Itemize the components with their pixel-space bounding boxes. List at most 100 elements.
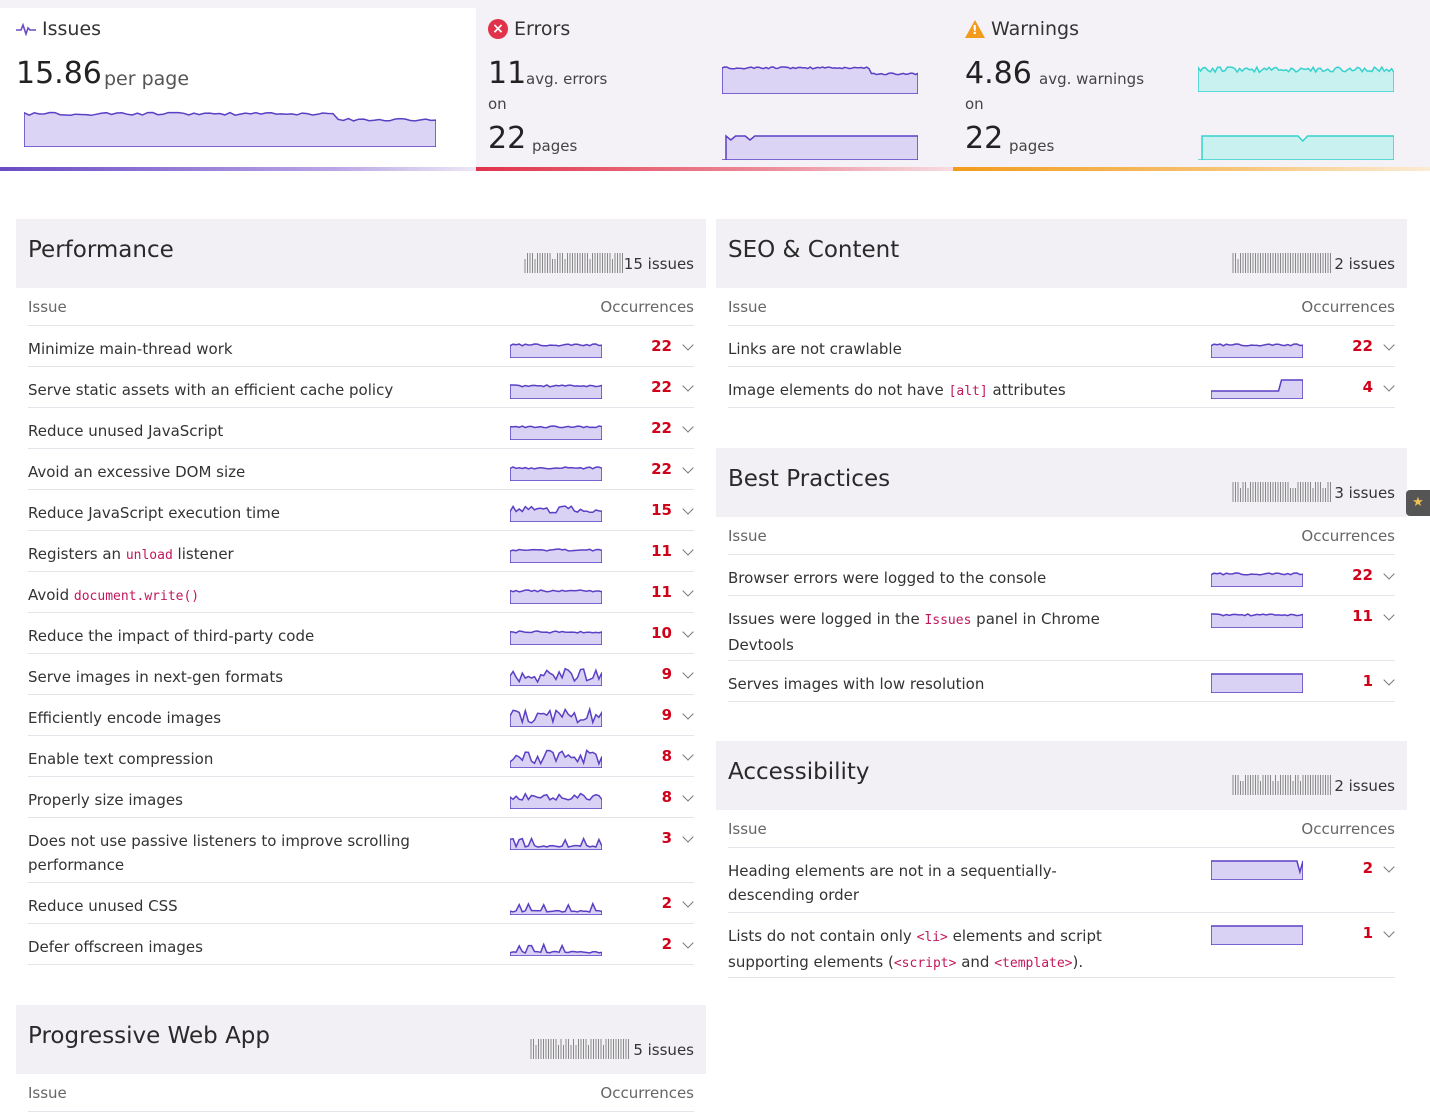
trend-sparkline	[510, 749, 602, 768]
issue-count: 2 issues	[1334, 255, 1395, 273]
chevron-down-icon[interactable]	[1383, 861, 1395, 873]
trend-sparkline	[510, 343, 602, 358]
issue-row[interactable]: Reduce unused JavaScript 22	[28, 408, 694, 449]
chevron-down-icon[interactable]	[1383, 380, 1395, 392]
occurrence-count: 2	[1362, 859, 1373, 877]
issue-row[interactable]: Reduce JavaScript execution time 15	[28, 490, 694, 531]
warnings-title: Warnings	[991, 18, 1080, 40]
col-issue: Issue	[728, 298, 767, 316]
col-occurrences: Occurrences	[1301, 527, 1395, 545]
warnings-avg-value: 4.86	[965, 56, 1032, 91]
warnings-avg-sparkline	[1198, 65, 1394, 92]
warnings-card[interactable]: ! Warnings 4.86 avg. warnings on 22 page…	[953, 8, 1430, 171]
chevron-down-icon[interactable]	[682, 339, 694, 351]
trend-sparkline	[510, 425, 602, 440]
chevron-down-icon[interactable]	[682, 790, 694, 802]
occurrence-count: 2	[661, 894, 672, 912]
chevron-down-icon[interactable]	[682, 831, 694, 843]
issue-label: Efficiently encode images	[28, 709, 222, 727]
issue-row[interactable]: Heading elements are not in a sequential…	[728, 848, 1395, 913]
trend-sparkline	[1211, 572, 1303, 587]
issue-row[interactable]: Avoid document.write() 11	[28, 572, 694, 613]
issue-row[interactable]: Image elements do not have [alt] attribu…	[728, 367, 1395, 408]
chevron-down-icon[interactable]	[682, 896, 694, 908]
issue-row[interactable]: Properly size images 8	[28, 777, 694, 818]
occurrence-count: 3	[661, 829, 672, 847]
issue-row[interactable]: Registers an unload listener 11	[28, 531, 694, 572]
issue-label: Reduce unused CSS	[28, 897, 178, 915]
occurrence-count: 11	[651, 542, 672, 560]
trend-sparkline	[510, 384, 602, 399]
issue-count: 2 issues	[1334, 777, 1395, 795]
trend-sparkline	[1211, 613, 1303, 628]
chevron-down-icon[interactable]	[682, 667, 694, 679]
occurrence-count: 22	[651, 419, 672, 437]
trend-sparkline	[510, 942, 602, 956]
issue-label: Links are not crawlable	[728, 340, 902, 358]
issue-row[interactable]: Reduce the impact of third-party code 10	[28, 613, 694, 654]
chevron-down-icon[interactable]	[1383, 674, 1395, 686]
chevron-down-icon[interactable]	[682, 749, 694, 761]
trend-sparkline	[1211, 860, 1303, 880]
issue-bars-icon	[524, 253, 623, 273]
occurrence-count: 22	[651, 460, 672, 478]
section-title: SEO & Content	[728, 237, 900, 263]
accessibility-section: Accessibility 2 issues Issue Occurrences…	[716, 741, 1407, 991]
issue-row[interactable]: Links are not crawlable 22	[728, 326, 1395, 367]
issue-row[interactable]: Serves images with low resolution 1	[728, 661, 1395, 702]
errors-avg-sparkline	[722, 66, 918, 94]
chevron-down-icon[interactable]	[1383, 339, 1395, 351]
issue-row[interactable]: Efficiently encode images 9	[28, 695, 694, 736]
issue-label: Minimize main-thread work	[28, 340, 233, 358]
chevron-down-icon[interactable]	[682, 626, 694, 638]
occurrence-count: 22	[651, 378, 672, 396]
col-issue: Issue	[28, 1084, 67, 1102]
issue-row[interactable]: Enable text compression 8	[28, 736, 694, 777]
issue-bars-icon	[1232, 775, 1331, 795]
issue-row[interactable]: Serve static assets with an efficient ca…	[28, 367, 694, 408]
section-title: Accessibility	[728, 759, 870, 785]
errors-card[interactable]: × Errors 11 avg. errors on 22 pages	[476, 8, 953, 171]
issues-value: 15.86	[16, 56, 102, 91]
issue-label: Issues were logged in the Issues panel i…	[728, 610, 1100, 654]
occurrence-count: 11	[651, 583, 672, 601]
chevron-down-icon[interactable]	[1383, 609, 1395, 621]
issue-row[interactable]: Avoid an excessive DOM size 22	[28, 449, 694, 490]
issue-row[interactable]: Reduce unused CSS 2	[28, 883, 694, 924]
section-title: Performance	[28, 237, 174, 263]
col-occurrences: Occurrences	[600, 298, 694, 316]
star-icon[interactable]: ★	[1406, 490, 1430, 516]
issue-row[interactable]: Defer offscreen images 2	[28, 924, 694, 965]
errors-title: Errors	[514, 18, 571, 40]
col-issue: Issue	[728, 527, 767, 545]
chevron-down-icon[interactable]	[682, 421, 694, 433]
trend-sparkline	[510, 505, 602, 522]
issue-row[interactable]: Issues were logged in the Issues panel i…	[728, 596, 1395, 661]
trend-sparkline	[510, 901, 602, 915]
issue-row[interactable]: Minimize main-thread work 22	[28, 326, 694, 367]
issues-card[interactable]: Issues 15.86 per page	[0, 8, 476, 171]
chevron-down-icon[interactable]	[1383, 926, 1395, 938]
issue-label: Serves images with low resolution	[728, 675, 985, 693]
trend-sparkline	[510, 707, 602, 727]
chevron-down-icon[interactable]	[682, 380, 694, 392]
stats-bar: Issues 15.86 per page × Errors 11 avg. e…	[0, 0, 1430, 171]
chevron-down-icon[interactable]	[682, 544, 694, 556]
occurrence-count: 10	[651, 624, 672, 642]
chevron-down-icon[interactable]	[682, 708, 694, 720]
issue-count: 15 issues	[623, 255, 694, 273]
issue-row[interactable]: Does not use passive listeners to improv…	[28, 818, 694, 883]
issue-row[interactable]: Browser errors were logged to the consol…	[728, 555, 1395, 596]
chevron-down-icon[interactable]	[1383, 568, 1395, 580]
chevron-down-icon[interactable]	[682, 585, 694, 597]
performance-section: Performance 15 issues Issue Occurrences …	[16, 219, 706, 969]
chevron-down-icon[interactable]	[682, 462, 694, 474]
pwa-section: Progressive Web App 5 issues Issue Occur…	[16, 1005, 706, 1117]
issue-label: Does not use passive listeners to improv…	[28, 832, 410, 874]
chevron-down-icon[interactable]	[682, 937, 694, 949]
trend-sparkline	[1211, 673, 1303, 693]
chevron-down-icon[interactable]	[682, 503, 694, 515]
occurrence-count: 9	[661, 706, 672, 724]
issue-row[interactable]: Lists do not contain only <li> elements …	[728, 913, 1395, 978]
issue-row[interactable]: Serve images in next-gen formats 9	[28, 654, 694, 695]
